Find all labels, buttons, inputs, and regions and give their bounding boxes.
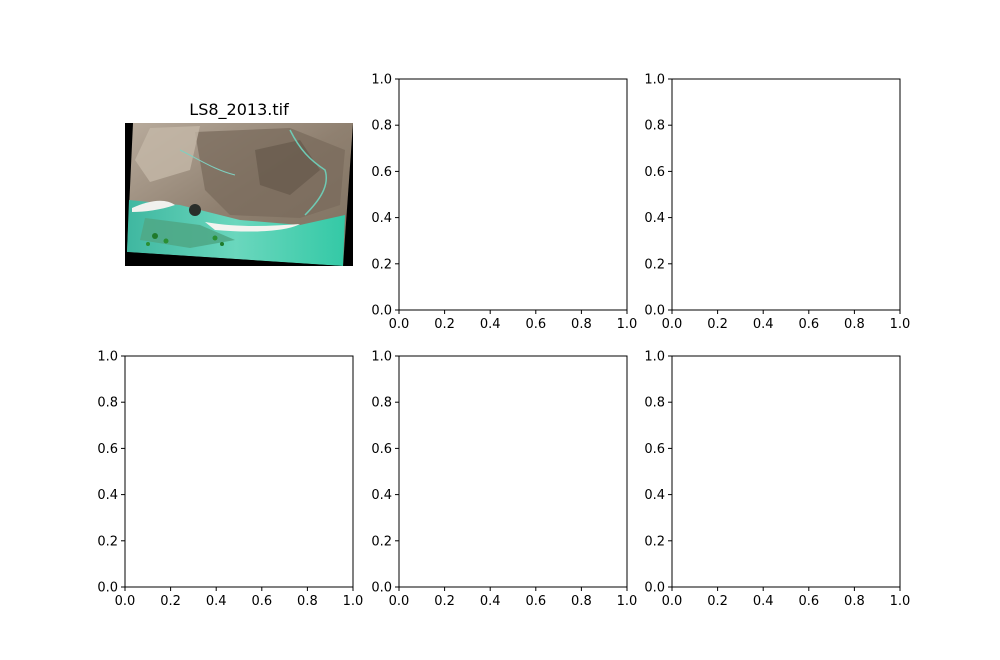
y-tick-label: 0.0 — [644, 304, 665, 319]
x-tick-label: 0.4 — [753, 594, 774, 609]
x-tick-label: 0.0 — [115, 594, 136, 609]
y-tick-label: 1.0 — [644, 73, 665, 88]
axes-frame — [398, 78, 628, 311]
y-tick-label: 0.2 — [371, 257, 392, 272]
satellite-image — [125, 123, 353, 266]
y-tick-label: 0.8 — [97, 396, 118, 411]
axes-grid: 0.0 0.2 0.4 0.6 0.8 1.00.00.20.40.60.81.00.0 0… — [97, 73, 910, 610]
image-title: LS8_2013.tif — [189, 100, 289, 120]
y-tick-label: 0.2 — [644, 257, 665, 272]
y-tick-label: 0.6 — [97, 442, 118, 457]
axes-frame — [398, 355, 628, 588]
y-tick-label: 0.4 — [97, 488, 118, 503]
y-tick-label: 0.4 — [644, 488, 665, 503]
x-tick-label: 0.4 — [480, 317, 501, 332]
x-tick-label: 0.4 — [206, 594, 227, 609]
x-tick-label: 0.8 — [571, 594, 592, 609]
y-tick-label: 0.4 — [371, 488, 392, 503]
axes-panel-4: 0.0 0.2 0.4 0.6 0.8 1.0 0.0 0.2 0.4 0.6 0.8 1.0 — [371, 350, 637, 610]
y-tick-label: 0.2 — [644, 534, 665, 549]
x-tick-label: 1.0 — [617, 594, 638, 609]
y-tick-label: 0.8 — [371, 396, 392, 411]
y-tick-label: 1.0 — [644, 350, 665, 365]
y-tick-label: 0.6 — [644, 442, 665, 457]
x-tick-label: 0.8 — [297, 594, 318, 609]
x-tick-label: 0.0 — [389, 594, 410, 609]
y-tick-label: 0.0 — [371, 581, 392, 596]
x-tick-label: 0.4 — [480, 594, 501, 609]
image-panel: LS8_2013.tif — [125, 100, 353, 266]
axes-panel-3: 0.0 0.2 0.4 0.6 0.8 1.0 0.0 0.2 0.4 0.6 0.8 1.0 — [97, 350, 363, 610]
x-tick-label: 0.8 — [844, 594, 865, 609]
axes-frame — [124, 355, 354, 588]
y-tick-label: 0.0 — [371, 304, 392, 319]
x-tick-label: 0.6 — [798, 317, 819, 332]
y-tick-label: 0.6 — [644, 165, 665, 180]
y-tick-label: 1.0 — [371, 73, 392, 88]
x-tick-label: 1.0 — [343, 594, 364, 609]
axes-frame — [671, 78, 901, 311]
x-tick-label: 0.2 — [434, 594, 455, 609]
y-tick-label: 0.6 — [371, 442, 392, 457]
x-tick-label: 0.2 — [160, 594, 181, 609]
x-tick-label: 0.2 — [707, 594, 728, 609]
y-tick-label: 1.0 — [371, 350, 392, 365]
x-tick-label: 1.0 — [617, 317, 638, 332]
y-tick-label: 0.4 — [644, 211, 665, 226]
axes-frame — [671, 355, 901, 588]
x-tick-label: 0.4 — [753, 317, 774, 332]
y-tick-label: 0.8 — [644, 396, 665, 411]
axes-panel-2: 0.0 0.2 0.4 0.6 0.8 1.0 0.0 0.2 0.4 0.6 0.8 1.0 — [644, 73, 910, 333]
axes-panel-1: 0.0 0.2 0.4 0.6 0.8 1.0 0.0 0.2 0.4 0.6 0.8 1.0 — [371, 73, 637, 333]
x-tick-label: 0.0 — [662, 317, 683, 332]
x-tick-label: 0.0 — [389, 317, 410, 332]
x-tick-label: 0.2 — [434, 317, 455, 332]
y-tick-label: 0.4 — [371, 211, 392, 226]
axes-panel-5: 0.0 0.2 0.4 0.6 0.8 1.0 0.0 0.2 0.4 0.6 0.8 1.0 — [644, 350, 910, 610]
y-tick-label: 0.8 — [644, 119, 665, 134]
y-tick-label: 0.0 — [97, 581, 118, 596]
x-tick-label: 1.0 — [890, 317, 911, 332]
x-tick-label: 0.8 — [571, 317, 592, 332]
x-tick-label: 0.0 — [662, 594, 683, 609]
y-tick-label: 0.0 — [644, 581, 665, 596]
y-tick-label: 0.6 — [371, 165, 392, 180]
x-tick-label: 0.6 — [798, 594, 819, 609]
x-tick-label: 1.0 — [890, 594, 911, 609]
y-tick-label: 0.2 — [97, 534, 118, 549]
y-tick-label: 0.2 — [371, 534, 392, 549]
y-tick-label: 1.0 — [97, 350, 118, 365]
y-tick-label: 0.8 — [371, 119, 392, 134]
x-tick-label: 0.6 — [251, 594, 272, 609]
x-tick-label: 0.8 — [844, 317, 865, 332]
x-tick-label: 0.2 — [707, 317, 728, 332]
x-tick-label: 0.6 — [525, 594, 546, 609]
x-tick-label: 0.6 — [525, 317, 546, 332]
